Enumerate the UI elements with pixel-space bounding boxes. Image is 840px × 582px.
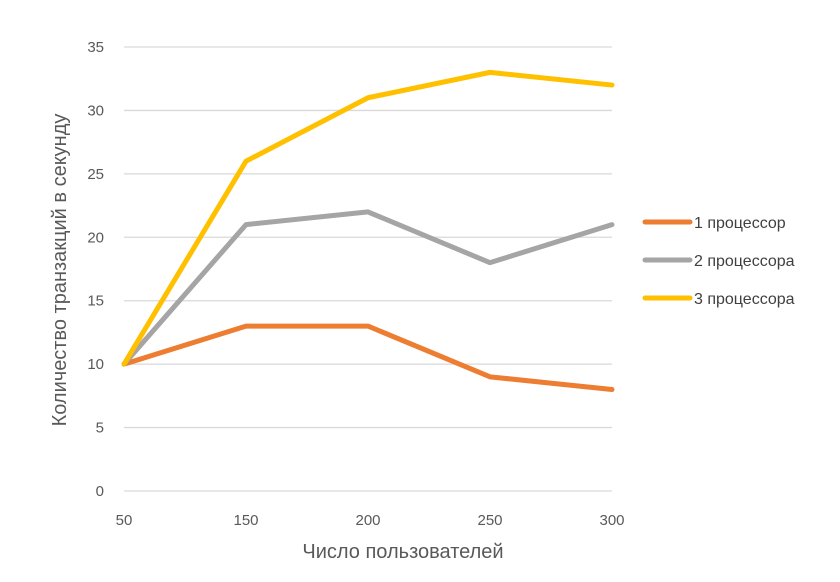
x-tick-label: 50	[116, 512, 133, 529]
y-tick-label: 35	[87, 39, 104, 56]
legend-item: 1 процессор	[642, 215, 786, 232]
gridlines	[124, 46, 612, 492]
y-axis-title: Количество транзакций в секунду	[49, 114, 71, 427]
y-tick-label: 25	[87, 166, 104, 183]
series-line-3	[121, 69, 615, 367]
legend-item: 2 процессора	[642, 253, 795, 270]
x-tick-label: 250	[477, 512, 502, 529]
legend-item: 3 процессора	[642, 291, 795, 308]
x-tick-label: 300	[599, 512, 624, 529]
legend-label: 1 процессор	[694, 215, 786, 232]
legend-label: 2 процессора	[694, 253, 795, 270]
x-tick-label: 150	[233, 512, 258, 529]
y-tick-label: 30	[87, 102, 104, 119]
y-tick-label: 10	[87, 356, 104, 373]
y-tick-label: 20	[87, 229, 104, 246]
y-tick-label: 15	[87, 293, 104, 310]
x-axis-ticks: 50 150 200 250 300	[116, 512, 625, 529]
y-tick-label: 5	[96, 420, 104, 437]
legend: 1 процессор 2 процессора 3 процессора	[642, 215, 795, 308]
y-axis-ticks: 0 5 10 15 20 25 30 35	[87, 39, 104, 500]
x-axis-title: Число пользователей	[302, 541, 503, 563]
series-line-2	[121, 209, 615, 367]
series-lines	[121, 69, 615, 393]
x-tick-label: 200	[355, 512, 380, 529]
series-line-1	[121, 323, 615, 393]
legend-label: 3 процессора	[694, 291, 795, 308]
y-tick-label: 0	[96, 483, 104, 500]
